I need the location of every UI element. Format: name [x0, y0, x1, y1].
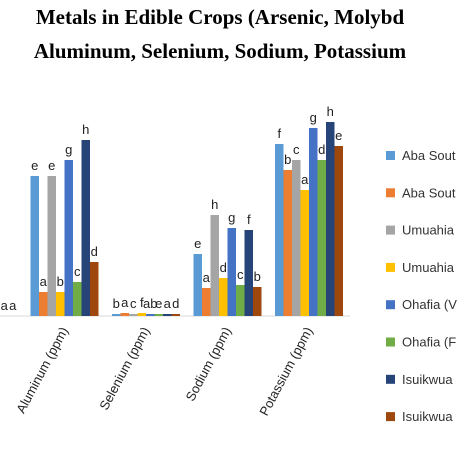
chart-title: Aluminum, Selenium, Sodium, Potassium: [34, 39, 407, 63]
legend-swatch: [386, 412, 395, 422]
data-label: g: [65, 142, 72, 157]
bar: [326, 122, 335, 316]
bar: [219, 278, 228, 316]
data-label: g: [228, 210, 235, 225]
legend-label: Isuikwua: [402, 372, 453, 387]
legend-swatch: [386, 337, 395, 347]
bar: [56, 292, 65, 316]
bar: [137, 313, 146, 316]
bar: [292, 160, 301, 316]
data-label: h: [211, 197, 218, 212]
data-label: b: [57, 274, 64, 289]
data-label: d: [91, 244, 98, 259]
legend-label: Ohafia (V: [402, 297, 457, 312]
data-label: e: [335, 128, 342, 143]
data-label: c: [130, 296, 137, 311]
legend-label: Umuahia: [402, 223, 455, 238]
data-label: ab: [143, 296, 157, 311]
bar: [210, 215, 219, 316]
bar: [253, 287, 262, 316]
data-label: c: [293, 142, 300, 157]
data-label: d: [220, 260, 227, 275]
data-label: h: [327, 104, 334, 119]
chart-title: Metals in Edible Crops (Arsenic, Molybd: [36, 5, 405, 29]
data-label: d: [318, 142, 325, 157]
legend-swatch: [386, 374, 395, 384]
data-label: b: [284, 152, 291, 167]
data-label: a: [203, 270, 211, 285]
data-label: b: [113, 296, 120, 311]
legend-label: Umuahia: [402, 260, 455, 275]
data-label: e: [155, 296, 162, 311]
data-label: e: [48, 158, 55, 173]
data-label: f: [247, 212, 251, 227]
data-label: a: [40, 274, 48, 289]
bar: [154, 314, 163, 316]
data-label: a: [121, 295, 129, 310]
bar: [47, 176, 56, 316]
bar: [300, 190, 309, 316]
bar: [39, 292, 48, 316]
bar: [90, 262, 99, 316]
x-tick-label: Aluminum (ppm): [13, 324, 71, 415]
data-label: f: [277, 126, 281, 141]
data-label: a: [164, 296, 172, 311]
bar: [163, 314, 172, 316]
legend-swatch: [386, 262, 395, 272]
bar: [30, 176, 39, 316]
bar: [283, 170, 292, 316]
bar: [171, 314, 180, 316]
legend-label: Ohafia (F: [402, 335, 456, 350]
bar: [227, 228, 236, 316]
x-tick-label: Sodium (ppm): [183, 324, 235, 403]
data-label: h: [82, 122, 89, 137]
data-label: e: [194, 236, 201, 251]
bar: [129, 314, 138, 316]
data-label: a: [9, 298, 17, 313]
data-label: d: [172, 296, 179, 311]
data-label: f: [140, 295, 144, 310]
bar: [244, 230, 253, 316]
data-label: c: [237, 267, 244, 282]
legend-swatch: [386, 225, 395, 235]
data-label: e: [31, 158, 38, 173]
bar: [334, 146, 343, 316]
bar: [236, 285, 245, 316]
bar: [120, 313, 129, 316]
legend-swatch: [386, 300, 395, 310]
data-label: c: [74, 264, 81, 279]
bar: [309, 128, 318, 316]
legend-label: Aba Sout: [402, 185, 456, 200]
legend-swatch: [386, 151, 395, 160]
legend-swatch: [386, 188, 395, 198]
legend-label: Isuikwua: [402, 409, 453, 424]
bar: [202, 288, 211, 316]
x-tick-label: Potassium (ppm): [256, 324, 315, 418]
bar: [112, 314, 121, 316]
bar: [64, 160, 73, 316]
bar: [275, 144, 284, 316]
x-tick-label: Selenium (ppm): [96, 324, 152, 412]
bar: [73, 282, 82, 316]
bar: [146, 314, 155, 316]
data-label: a: [301, 172, 309, 187]
legend-label: Aba Sout: [402, 148, 456, 163]
data-label: b: [254, 269, 261, 284]
bar: [317, 160, 326, 316]
data-label: g: [310, 110, 317, 125]
data-label: a: [1, 298, 9, 313]
bar: [193, 254, 202, 316]
bar: [81, 140, 90, 316]
